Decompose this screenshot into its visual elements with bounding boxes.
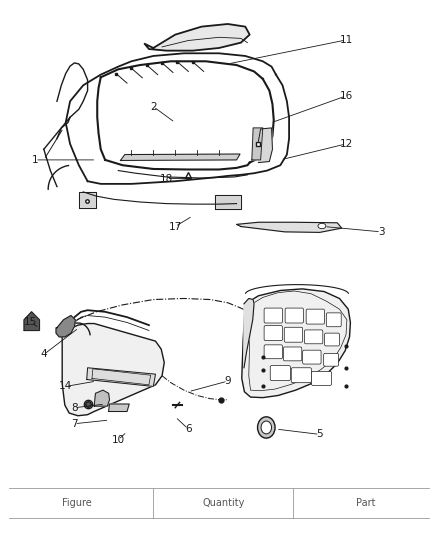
- Circle shape: [258, 417, 275, 438]
- FancyBboxPatch shape: [304, 330, 323, 344]
- FancyBboxPatch shape: [285, 308, 304, 323]
- FancyBboxPatch shape: [291, 368, 311, 383]
- Text: 8: 8: [71, 403, 78, 413]
- Text: Part: Part: [356, 498, 375, 508]
- Ellipse shape: [318, 223, 326, 229]
- Polygon shape: [87, 368, 155, 386]
- Text: 17: 17: [169, 222, 182, 231]
- Polygon shape: [120, 154, 240, 160]
- Polygon shape: [79, 192, 96, 208]
- Text: 15: 15: [24, 318, 37, 327]
- FancyBboxPatch shape: [283, 347, 302, 361]
- Text: 10: 10: [112, 435, 125, 445]
- Text: 4: 4: [40, 350, 47, 359]
- Text: 18: 18: [160, 174, 173, 183]
- FancyBboxPatch shape: [303, 350, 321, 364]
- Text: 16: 16: [339, 91, 353, 101]
- Text: Quantity: Quantity: [202, 498, 244, 508]
- Text: 14: 14: [59, 382, 72, 391]
- Polygon shape: [56, 316, 75, 337]
- Text: 2: 2: [150, 102, 157, 111]
- FancyBboxPatch shape: [325, 333, 339, 346]
- Text: Figure: Figure: [62, 498, 92, 508]
- Polygon shape: [94, 390, 110, 406]
- Polygon shape: [62, 324, 164, 416]
- FancyBboxPatch shape: [264, 308, 283, 323]
- Text: 5: 5: [316, 430, 323, 439]
- Polygon shape: [244, 298, 254, 368]
- FancyBboxPatch shape: [324, 353, 339, 366]
- FancyBboxPatch shape: [311, 372, 332, 385]
- Text: 11: 11: [339, 35, 353, 45]
- Polygon shape: [252, 128, 263, 160]
- Polygon shape: [24, 312, 39, 330]
- Text: 1: 1: [32, 155, 39, 165]
- Text: 7: 7: [71, 419, 78, 429]
- Text: 3: 3: [378, 227, 385, 237]
- Polygon shape: [237, 222, 342, 232]
- Polygon shape: [109, 404, 129, 411]
- FancyBboxPatch shape: [326, 313, 341, 327]
- FancyBboxPatch shape: [284, 327, 303, 342]
- FancyBboxPatch shape: [264, 326, 283, 341]
- Text: 12: 12: [339, 139, 353, 149]
- Polygon shape: [242, 289, 350, 398]
- FancyBboxPatch shape: [306, 309, 325, 324]
- Polygon shape: [258, 128, 272, 163]
- Text: 9: 9: [224, 376, 231, 386]
- Text: 6: 6: [185, 424, 192, 434]
- Polygon shape: [215, 195, 241, 209]
- Circle shape: [261, 421, 272, 434]
- Polygon shape: [145, 24, 250, 51]
- FancyBboxPatch shape: [264, 345, 283, 359]
- FancyBboxPatch shape: [270, 366, 290, 381]
